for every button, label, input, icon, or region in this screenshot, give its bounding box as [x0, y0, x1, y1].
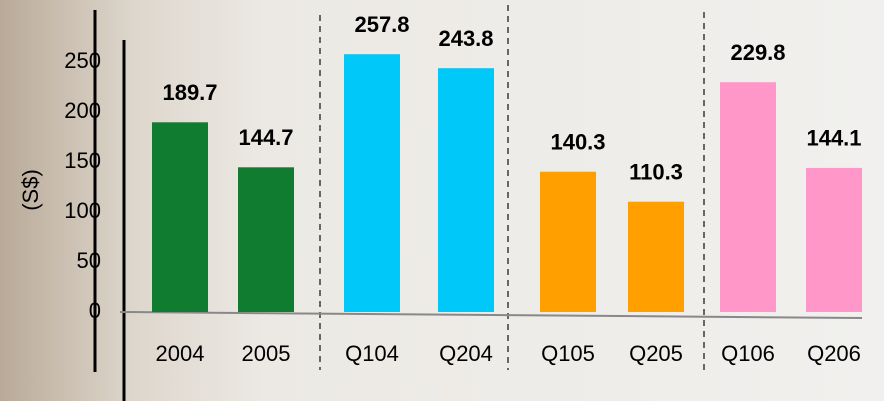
- x-tick-label: Q205: [629, 341, 683, 366]
- y-tick-label: 200: [64, 98, 101, 123]
- chart: (S$) 0 50 100 150 200 250 189.7 2004 144.7 2005 25…: [0, 0, 884, 401]
- bar: [344, 54, 400, 312]
- y-tick-label: 0: [89, 298, 101, 323]
- x-tick-label: Q204: [439, 341, 493, 366]
- value-label: 110.3: [629, 160, 683, 185]
- value-label: 140.3: [550, 130, 605, 155]
- value-label: 257.8: [354, 12, 409, 37]
- value-label: 243.8: [438, 26, 493, 51]
- y-tick-label: 100: [64, 198, 101, 223]
- x-tick-label: Q104: [345, 341, 399, 366]
- value-label: 144.1: [806, 126, 861, 151]
- bar: [238, 167, 294, 312]
- y-axis-label: (S$): [18, 169, 43, 211]
- y-tick-label: 150: [64, 148, 101, 173]
- value-label: 144.7: [238, 125, 293, 150]
- x-tick-label: Q106: [721, 341, 775, 366]
- y-tick-label: 50: [77, 248, 101, 273]
- bar: [628, 202, 684, 312]
- y-tick-label: 250: [64, 48, 101, 73]
- bar: [438, 68, 494, 312]
- bar: [806, 168, 862, 312]
- page: {"chart_data": {"type": "bar", "y_label"…: [0, 0, 884, 401]
- x-tick-label: 2004: [156, 341, 205, 366]
- bar: [540, 172, 596, 312]
- bar: [720, 82, 776, 312]
- x-tick-label: Q206: [807, 341, 861, 366]
- value-label: 189.7: [162, 80, 217, 105]
- x-tick-label: Q105: [541, 341, 595, 366]
- bar: [152, 122, 208, 312]
- x-tick-label: 2005: [242, 341, 291, 366]
- value-label: 229.8: [730, 40, 785, 65]
